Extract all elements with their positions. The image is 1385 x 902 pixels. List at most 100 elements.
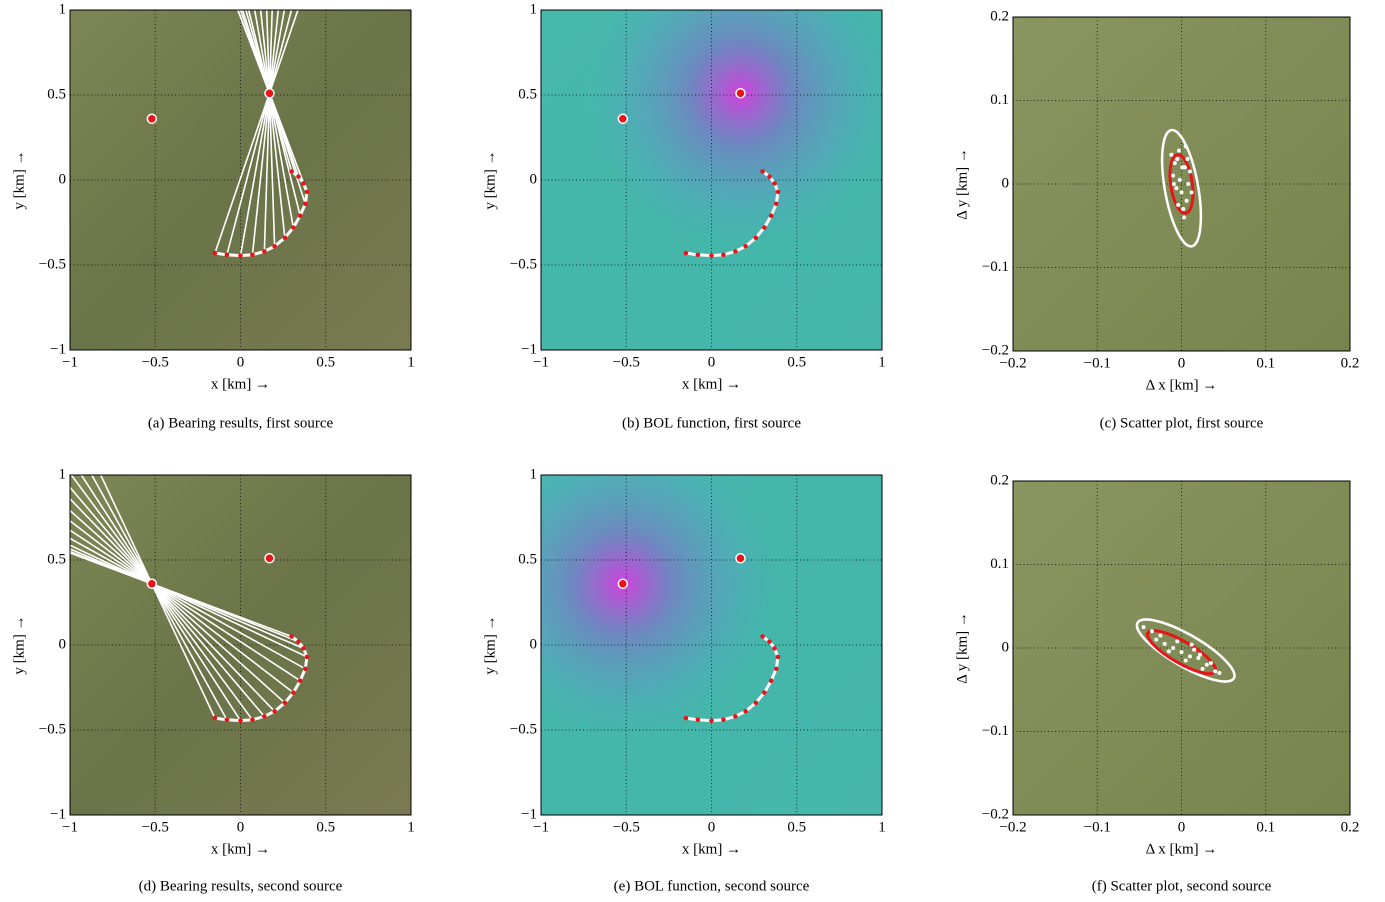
x-tick-label: −0.5: [142, 819, 169, 835]
scatter-point: [1184, 659, 1188, 663]
path-point: [298, 678, 303, 683]
x-tick-label: −0.1: [1084, 819, 1111, 835]
scatter-point: [1171, 646, 1175, 650]
heat-peak: [541, 10, 882, 350]
subplot: −0.2−0.100.10.2−0.2−0.100.10.2Δ x [km] →…: [954, 472, 1359, 894]
path-point: [733, 714, 738, 719]
path-point: [305, 190, 310, 195]
y-tick-label: 0.2: [990, 8, 1009, 24]
y-axis-label: y [km] →: [11, 615, 27, 674]
x-tick-label: 0: [708, 819, 716, 835]
path-point: [250, 253, 255, 258]
scatter-point: [1190, 643, 1194, 647]
y-tick-label: −1: [521, 341, 537, 357]
caption: (f) Scatter plot, second source: [1092, 878, 1272, 894]
y-tick-label: 0: [1002, 639, 1010, 655]
source-point: [736, 554, 745, 563]
scatter-point: [1198, 653, 1202, 657]
y-axis-label: y [km] →: [482, 615, 498, 674]
path-point: [754, 236, 759, 241]
y-tick-label: 0.1: [990, 92, 1009, 108]
x-tick-label: 0: [1178, 355, 1186, 371]
scatter-point: [1182, 215, 1186, 219]
path-point: [301, 181, 306, 186]
path-point: [767, 174, 772, 179]
scatter-point: [1171, 174, 1175, 178]
scatter-point: [1158, 633, 1162, 637]
scatter-point: [1150, 629, 1154, 633]
path-point: [774, 202, 779, 207]
path-point: [301, 646, 306, 651]
scatter-point: [1205, 663, 1209, 667]
y-tick-label: −0.2: [982, 806, 1009, 822]
heat-peak: [541, 475, 882, 815]
y-tick-label: 0: [59, 636, 67, 652]
x-tick-label: 0: [237, 354, 245, 370]
x-axis-label: x [km] →: [211, 841, 270, 857]
path-point: [762, 690, 767, 695]
y-tick-label: 0: [59, 171, 67, 187]
x-tick-label: 0.2: [1341, 819, 1360, 835]
y-tick-label: 0.5: [47, 86, 66, 102]
y-axis-label: Δ y [km] →: [954, 612, 970, 684]
path-point: [283, 701, 288, 706]
path-point: [238, 718, 243, 723]
plot-area: [541, 475, 882, 815]
y-tick-label: −1: [50, 806, 66, 822]
x-tick-label: 0: [237, 819, 245, 835]
path-point: [733, 249, 738, 254]
path-point: [238, 253, 243, 258]
source-point: [147, 114, 156, 123]
scatter-point: [1192, 648, 1196, 652]
path-point: [760, 634, 765, 639]
y-tick-label: −0.5: [39, 256, 66, 272]
x-tick-label: 1: [407, 819, 415, 835]
scatter-point: [1167, 649, 1171, 653]
path-point: [250, 718, 255, 723]
x-tick-label: 0: [708, 354, 716, 370]
scatter-point: [1201, 667, 1205, 671]
x-tick-label: 1: [878, 819, 886, 835]
path-point: [709, 718, 714, 723]
x-axis-label: x [km] →: [211, 376, 270, 392]
path-point: [769, 213, 774, 218]
y-tick-label: −0.5: [510, 721, 537, 737]
path-point: [289, 634, 294, 639]
scatter-point: [1190, 190, 1194, 194]
path-point: [262, 714, 267, 719]
scatter-point: [1209, 661, 1213, 665]
background: [70, 475, 411, 815]
path-point: [743, 244, 748, 249]
scatter-point: [1180, 190, 1184, 194]
x-tick-label: 1: [407, 354, 415, 370]
source-point: [618, 114, 627, 123]
y-tick-label: −0.1: [982, 259, 1009, 275]
subplot: −0.2−0.100.10.2−0.2−0.100.10.2Δ x [km] →…: [954, 8, 1359, 431]
path-point: [213, 251, 218, 256]
x-tick-label: 1: [878, 354, 886, 370]
x-tick-label: 0.1: [1256, 819, 1275, 835]
y-tick-label: 1: [530, 466, 538, 482]
scatter-point: [1184, 144, 1188, 148]
scatter-point: [1217, 671, 1221, 675]
path-point: [291, 225, 296, 230]
caption: (e) BOL function, second source: [614, 878, 810, 894]
path-point: [769, 678, 774, 683]
source-point: [147, 579, 156, 588]
x-tick-label: 0.5: [787, 819, 806, 835]
y-axis-label: y [km] →: [11, 150, 27, 209]
path-point: [774, 667, 779, 672]
path-point: [283, 236, 288, 241]
path-point: [696, 718, 701, 723]
path-point: [721, 718, 726, 723]
path-point: [305, 655, 310, 660]
path-point: [289, 169, 294, 174]
plot-area: [70, 0, 433, 350]
x-axis-label: x [km] →: [682, 376, 741, 392]
path-point: [684, 251, 689, 256]
source-point: [736, 89, 745, 98]
path-point: [772, 646, 777, 651]
figure: −1−0.500.51−1−0.500.51x [km] →y [km] →(a…: [0, 0, 1385, 902]
